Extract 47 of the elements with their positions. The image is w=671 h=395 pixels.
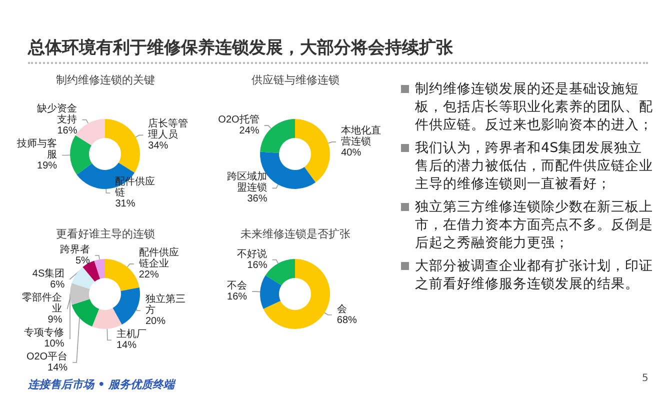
slice-label: 不好说	[237, 248, 268, 260]
slice-label: O2O平台	[26, 350, 68, 362]
data-label: 14%	[116, 340, 137, 352]
slice-label: 主机厂	[116, 328, 146, 340]
slice-label: 缺少资金支持	[37, 102, 78, 126]
slice-label: 独立第三方	[145, 293, 186, 316]
data-label: 40%	[341, 147, 362, 158]
slice-label: 本地化直营连锁	[341, 124, 382, 148]
chart-title: 更看好谁主导的连锁	[56, 228, 155, 240]
text: 连接售后市场 • 服务优质终端	[28, 377, 175, 392]
data-label: 9%	[48, 314, 62, 326]
data-label: 14%	[48, 362, 68, 374]
data-label: 34%	[148, 140, 168, 152]
slice-label: 会	[336, 302, 347, 315]
data-label: 19%	[37, 160, 58, 172]
slice-label: O2O托管	[218, 114, 260, 126]
chart-title: 制约维修连锁的关键	[56, 74, 155, 86]
text: 5	[642, 373, 648, 384]
data-label: 16%	[227, 292, 248, 303]
slice-label: 跨界者	[60, 243, 90, 256]
text: 大部分被调查企业都有扩张计划，印证之前看好维修服务连锁发展的结果。	[415, 258, 653, 292]
slice-label: 跨区域加盟连锁	[227, 170, 268, 194]
data-label: 20%	[145, 316, 166, 328]
slice-label: 店长等管理人员	[148, 118, 188, 141]
slice-label: 配件供应链企业	[138, 246, 179, 270]
data-label: 22%	[138, 269, 159, 280]
data-label: 24%	[239, 126, 260, 137]
slice-label: 专项专修	[24, 326, 64, 338]
slice-label: 零部件企业	[22, 291, 62, 314]
slice-label: 配件供应链	[114, 175, 156, 198]
text: 独立第三方维修连锁除少数在新三板上市，在借力资本方面亮点不多。反倒是后起之秀融资能力更强；	[415, 199, 653, 251]
data-label: 16%	[247, 260, 268, 271]
data-label: 16%	[57, 125, 78, 136]
slice-label: 4S集团	[32, 267, 65, 280]
chart-title: 供应链与维修连锁	[252, 74, 340, 86]
slice-label: 技师与客服	[16, 138, 58, 161]
data-label: 6%	[50, 279, 65, 290]
data-label: 31%	[115, 198, 136, 210]
data-label: 68%	[336, 314, 358, 326]
slice-label: 不会	[227, 280, 248, 292]
text: 总体环境有利于维修保养连锁发展，大部分将会持续扩张	[28, 37, 453, 59]
data-label: 10%	[44, 338, 64, 350]
text: 我们认为，跨界者和4S集团发展独立售后的潜力被低估，而配件供应链企业主导的维修连锁则一直被看好；	[415, 140, 653, 192]
data-label: 5%	[75, 255, 90, 266]
data-label: 36%	[247, 194, 268, 205]
chart-title: 未来维修连锁是否扩张	[240, 228, 350, 240]
text: 制约维修连锁发展的还是基础设施短板，包括店长等职业化素养的团队、配件供应链。反过来也影响资本的进入；	[415, 81, 653, 133]
